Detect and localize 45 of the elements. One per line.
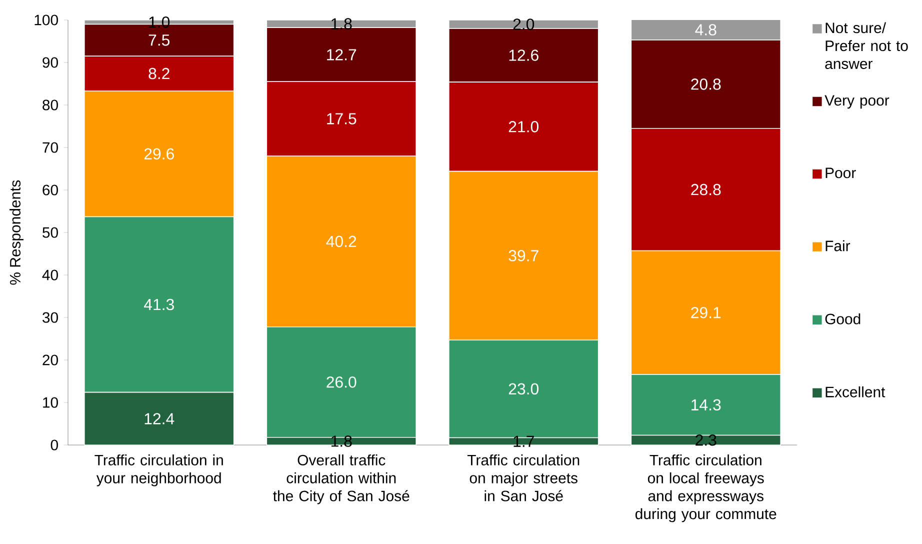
data-label: 41.3 [144, 298, 174, 310]
data-label: 40.2 [326, 236, 356, 248]
data-label: 23.0 [508, 383, 539, 395]
data-label: 1.8 [332, 18, 352, 30]
legend-label: Poor [826, 168, 856, 178]
data-label: 12.6 [509, 50, 538, 61]
data-label: 29.6 [144, 148, 174, 160]
data-label: 21.0 [508, 121, 539, 132]
y-axis-title: % Respondents [10, 180, 24, 285]
data-label: 14.3 [692, 399, 721, 410]
y-tick-label: 70 [42, 142, 58, 153]
data-label: 29.1 [691, 306, 721, 318]
data-label: 17.5 [327, 113, 356, 124]
data-label: 12.7 [327, 49, 356, 60]
legend-label: Very poor [824, 95, 890, 109]
data-label: 2.0 [513, 18, 534, 30]
y-tick-label: 30 [42, 312, 58, 323]
legend-label: Excellent [826, 386, 886, 398]
y-tick-label: 90 [42, 57, 58, 68]
data-label: 39.7 [508, 250, 538, 262]
data-label: 20.8 [691, 78, 721, 90]
data-label: 26.0 [326, 376, 356, 388]
y-tick-label: 20 [42, 354, 58, 366]
data-label: 2.3 [696, 434, 716, 446]
y-tick-label: 0 [50, 440, 58, 450]
data-label: 12.4 [144, 413, 174, 424]
data-label: 8.2 [148, 68, 170, 80]
data-label: 1.7 [514, 436, 534, 447]
y-tick-label: 60 [42, 184, 58, 196]
x-tick-label: Overall traffic circulation within the City of San José [273, 454, 410, 504]
legend-label: Good [825, 313, 860, 324]
y-tick-label: 40 [42, 270, 58, 280]
y-tick-label: 80 [42, 100, 58, 110]
y-tick-label: 100 [34, 14, 58, 26]
x-tick-label: Traffic circulation on major streets in San José [467, 454, 580, 502]
x-tick-label: Traffic circulation in your neighborhood [94, 454, 223, 486]
y-tick-label: 50 [42, 227, 58, 238]
data-label: 1.8 [332, 436, 352, 447]
data-label: 28.8 [691, 184, 721, 196]
x-tick-label: Traffic circulation on local freeways and expressways during your commute [635, 454, 776, 522]
data-label: 7.5 [148, 34, 170, 46]
legend-label: Not sure/ Prefer not to answer [825, 22, 908, 70]
legend-label: Fair [826, 240, 850, 252]
y-tick-label: 10 [43, 397, 58, 408]
data-label: 4.8 [695, 24, 716, 36]
